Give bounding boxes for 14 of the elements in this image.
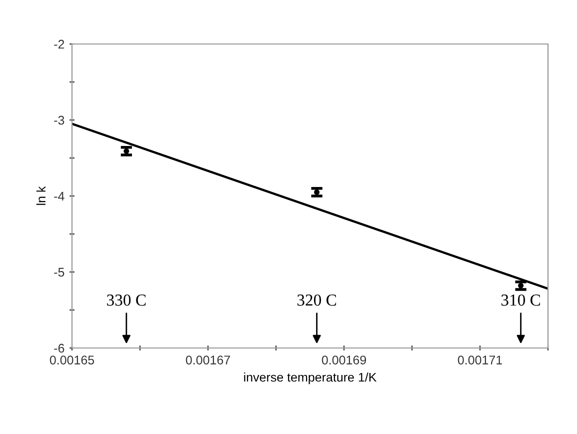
- y-tick-label: -4: [54, 192, 64, 201]
- y-tick-label: -5: [54, 268, 64, 277]
- y-tick-label: -2: [54, 40, 64, 49]
- annotation: 310 C: [501, 294, 540, 306]
- x-tick-label: 0.00171: [458, 356, 502, 364]
- x-tick-label: 0.00169: [322, 356, 366, 364]
- y-tick-label: -6: [54, 344, 64, 353]
- y-tick-label: -3: [54, 116, 64, 125]
- x-axis-title: inverse temperature 1/K: [244, 372, 377, 384]
- x-tick-label: 0.00167: [186, 356, 230, 364]
- y-axis-title: ln k: [36, 186, 46, 205]
- x-tick-label: 0.00165: [50, 356, 94, 364]
- annotation: 320 C: [297, 294, 336, 306]
- annotation: 330 C: [107, 294, 146, 306]
